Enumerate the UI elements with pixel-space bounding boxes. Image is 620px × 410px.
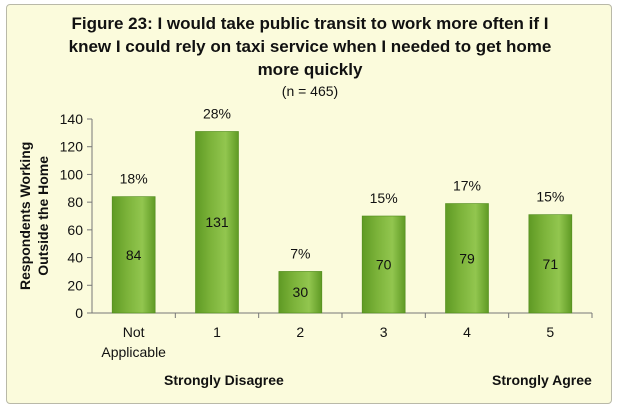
- chart-title-line: knew I could rely on taxi service when I…: [68, 37, 552, 56]
- bar-value-label: 70: [376, 257, 392, 273]
- y-tick-label: 140: [60, 111, 84, 127]
- chart-title-line: Figure 23: I would take public transit t…: [71, 14, 549, 33]
- chart-frame: [6, 4, 612, 404]
- y-tick-label: 120: [60, 139, 84, 155]
- x-tick-label: 5: [546, 324, 554, 340]
- chart-subtitle: (n = 465): [281, 83, 339, 99]
- x-tick-label: 1: [213, 324, 221, 340]
- bar: [445, 203, 489, 314]
- y-tick-label: 60: [67, 222, 83, 238]
- bar-value-label: 84: [126, 247, 142, 263]
- bar-percent-label: 7%: [290, 245, 310, 261]
- bar: [361, 215, 406, 314]
- bar-value-label: 79: [459, 250, 475, 266]
- x-tick-label: 2: [296, 324, 304, 340]
- bar: [111, 196, 156, 314]
- bar-percent-label: 18%: [120, 171, 148, 187]
- x-tick-label: Not Applicable: [101, 324, 166, 360]
- chart-title: Figure 23: I would take public transit t…: [30, 12, 590, 81]
- y-tick-label: 0: [75, 305, 83, 321]
- y-tick-label: 100: [60, 166, 84, 182]
- bar-value-label: 71: [543, 256, 559, 272]
- bar-value-label: 30: [293, 284, 309, 300]
- y-tick-label: 20: [67, 277, 83, 293]
- scale-right-label: Strongly Agree: [492, 372, 592, 388]
- y-tick-label: 40: [67, 250, 83, 266]
- y-tick-label: 80: [67, 194, 83, 210]
- bar-percent-label: 15%: [370, 190, 398, 206]
- bar: [528, 214, 573, 314]
- bar: [195, 131, 239, 314]
- x-tick-label: 4: [463, 324, 471, 340]
- scale-left-label: Strongly Disagree: [164, 372, 284, 388]
- bar: [278, 271, 323, 314]
- x-tick-label: 3: [380, 324, 388, 340]
- bar-percent-label: 28%: [203, 105, 231, 121]
- bar-value-label: 131: [205, 214, 229, 230]
- chart-title-line: more quickly: [257, 60, 363, 79]
- bar-percent-label: 17%: [453, 178, 481, 194]
- bar-percent-label: 15%: [536, 189, 564, 205]
